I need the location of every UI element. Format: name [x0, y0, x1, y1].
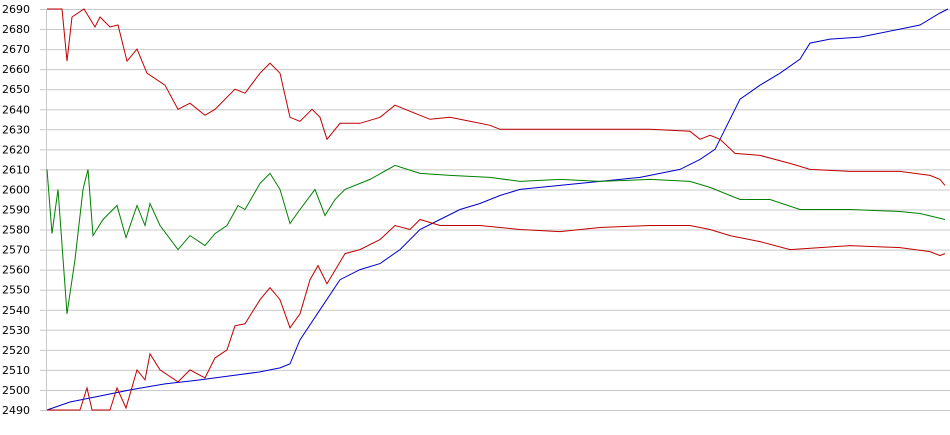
- y-tick-label: 2550: [2, 284, 30, 297]
- series-line: [47, 218, 946, 411]
- y-tick-label: 2490: [2, 404, 30, 417]
- y-tick-label: 2690: [2, 3, 30, 16]
- y-tick-label: 2640: [2, 103, 30, 116]
- y-tick-label: 2650: [2, 83, 30, 96]
- y-tick-label: 2530: [2, 324, 30, 337]
- series-line: [47, 8, 946, 186]
- series-line: [46, 164, 946, 314]
- y-tick-label: 2670: [2, 43, 30, 56]
- y-tick-label: 2520: [2, 344, 30, 357]
- y-tick-label: 2540: [2, 304, 30, 317]
- y-tick-label: 2580: [2, 224, 30, 237]
- y-tick-label: 2510: [2, 364, 30, 377]
- series-line: [46, 8, 949, 411]
- y-tick-label: 2630: [2, 123, 30, 136]
- y-tick-label: 2560: [2, 264, 30, 277]
- y-tick-label: 2590: [2, 204, 30, 217]
- y-tick-label: 2570: [2, 244, 30, 257]
- y-tick-label: 2680: [2, 23, 30, 36]
- y-tick-label: 2500: [2, 384, 30, 397]
- y-tick-label: 2620: [2, 143, 30, 156]
- y-tick-label: 2660: [2, 63, 30, 76]
- y-tick-label: 2600: [2, 183, 30, 196]
- y-tick-label: 2610: [2, 163, 30, 176]
